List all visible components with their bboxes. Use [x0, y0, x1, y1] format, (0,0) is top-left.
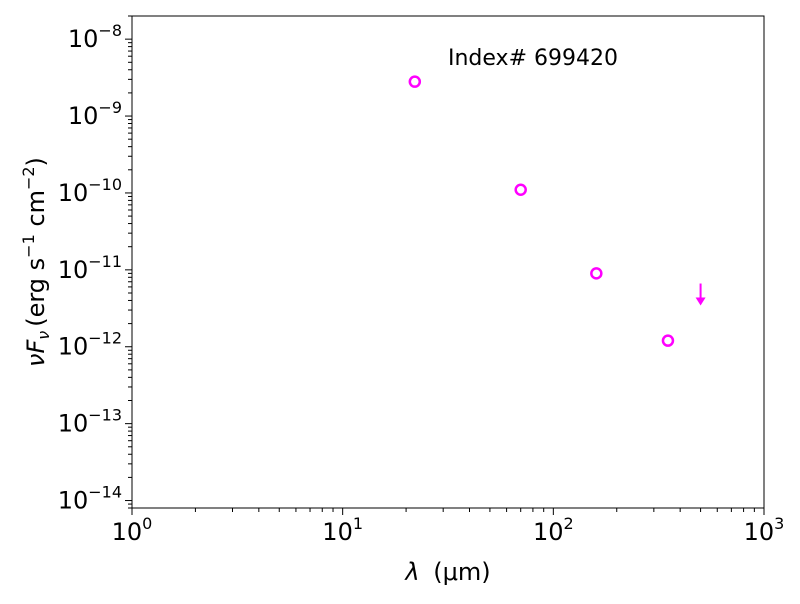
x-tick-label: 103	[744, 514, 785, 546]
x-tick-label-exp: 2	[564, 514, 574, 533]
y-tick-label-base: 10	[58, 333, 89, 361]
x-tick-label: 100	[112, 514, 153, 546]
x-tick-label-exp: 3	[774, 514, 784, 533]
y-tick-label: 10−11	[58, 252, 122, 284]
upper-limit-arrowhead	[695, 297, 706, 306]
x-tick-label-exp: 1	[353, 514, 363, 533]
data-point	[514, 183, 527, 197]
y-tick-label-base: 10	[58, 179, 89, 207]
x-tick-label-base: 10	[322, 518, 353, 546]
y-tick-label-exp: −13	[88, 406, 122, 425]
y-tick-label-base: 10	[58, 256, 89, 284]
index-annotation: Index# 699420	[448, 46, 618, 71]
y-tick-label-base: 10	[68, 25, 99, 53]
y-axis-symbol-f: F	[22, 339, 50, 354]
x-tick-label-base: 10	[533, 518, 564, 546]
y-axis-unit-exp1: −1	[19, 234, 38, 258]
y-tick-label: 10−13	[58, 406, 122, 438]
x-tick-label: 102	[533, 514, 574, 546]
y-tick-label: 10−14	[58, 483, 122, 515]
points-layer	[408, 75, 706, 347]
y-tick-label-base: 10	[68, 102, 99, 130]
x-tick-label-base: 10	[112, 518, 143, 546]
y-axis-label: νFν (erg s−1 cm−2)	[19, 157, 53, 367]
y-tick-label-base: 10	[58, 410, 89, 438]
y-tick-label: 10−9	[68, 98, 122, 130]
upper-limit-point	[695, 283, 706, 306]
y-tick-label-base: 10	[58, 487, 89, 515]
y-axis-unit-mid: cm	[22, 190, 50, 234]
ticks-layer: 100 101 102 10310−1410−1310−1210−1110−1010−…	[58, 15, 785, 546]
y-axis-unit-exp2: −2	[19, 166, 38, 190]
x-axis-unit: (μm)	[433, 558, 490, 586]
y-tick-label-exp: −9	[98, 98, 122, 117]
y-tick-label-exp: −8	[98, 21, 122, 40]
y-tick-label-exp: −11	[88, 252, 122, 271]
plot-frame	[131, 15, 765, 509]
x-tick-label-exp: 0	[142, 514, 152, 533]
x-tick-label-base: 10	[744, 518, 775, 546]
x-axis-label: λ (μm)	[403, 558, 490, 586]
data-point	[590, 267, 603, 280]
data-point	[661, 334, 675, 347]
y-axis-unit-close: )	[22, 157, 50, 166]
x-axis-symbol: λ	[403, 558, 419, 586]
y-tick-label: 10−10	[58, 175, 122, 207]
y-axis-symbol-nu: ν	[22, 354, 50, 367]
y-tick-label-exp: −12	[88, 329, 122, 348]
x-tick-label: 101	[322, 514, 363, 546]
y-tick-label-exp: −10	[88, 175, 122, 194]
y-axis-symbol-sub: ν	[34, 331, 53, 340]
y-tick-label-exp: −14	[88, 483, 122, 502]
y-axis-unit-open: (erg s	[22, 258, 50, 327]
y-tick-label: 10−8	[68, 21, 122, 53]
data-point	[408, 75, 422, 88]
y-tick-label: 10−12	[58, 329, 122, 361]
